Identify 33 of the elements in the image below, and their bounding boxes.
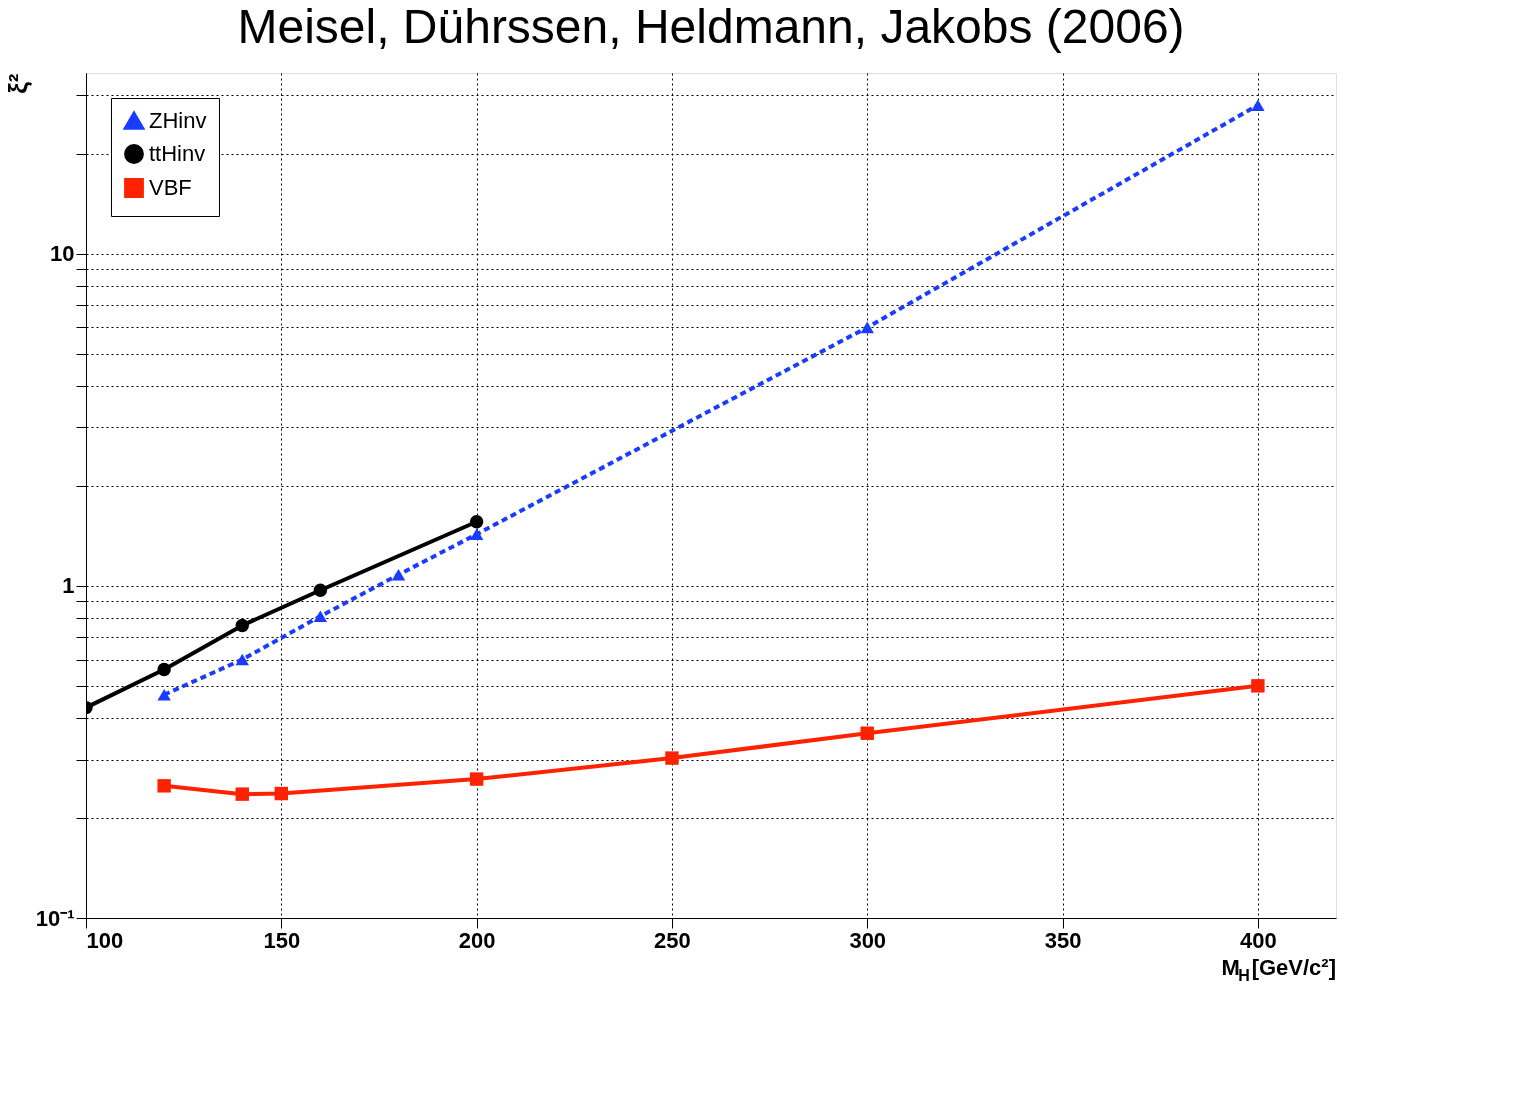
x-tick-label: 300 xyxy=(849,927,887,953)
point xyxy=(157,779,171,793)
point xyxy=(235,787,249,801)
point xyxy=(391,568,406,581)
point xyxy=(1251,679,1265,693)
point xyxy=(1251,99,1265,111)
point xyxy=(313,583,328,597)
point xyxy=(860,726,874,740)
point xyxy=(469,528,484,541)
point xyxy=(469,515,484,529)
x-tick-label: 150 xyxy=(263,927,301,953)
point xyxy=(157,662,171,677)
y-tick-label: 1 xyxy=(62,573,75,599)
x-tick-label: 200 xyxy=(458,927,496,953)
point xyxy=(235,653,249,666)
x-tick-label: 350 xyxy=(1044,927,1082,953)
x-tick-label: 100 xyxy=(86,927,124,953)
legend-label: ZHinv xyxy=(149,108,207,133)
y-tick-label: 10 xyxy=(50,241,75,267)
point xyxy=(665,751,679,765)
point xyxy=(313,610,328,623)
legend-label: ttHinv xyxy=(149,141,206,166)
point xyxy=(157,688,171,701)
chart-title: Meisel, Dührssen, Heldmann, Jakobs (2006) xyxy=(237,0,1185,53)
point xyxy=(274,786,289,801)
y-axis-title: ξ² xyxy=(2,73,33,94)
point xyxy=(860,321,874,334)
y-tick-label: 10⁻¹ xyxy=(35,905,75,931)
point xyxy=(469,772,484,786)
x-tick-label: 400 xyxy=(1240,927,1277,953)
legend-label: VBF xyxy=(149,175,192,200)
point xyxy=(235,618,249,633)
x-tick-label: 250 xyxy=(654,927,691,953)
